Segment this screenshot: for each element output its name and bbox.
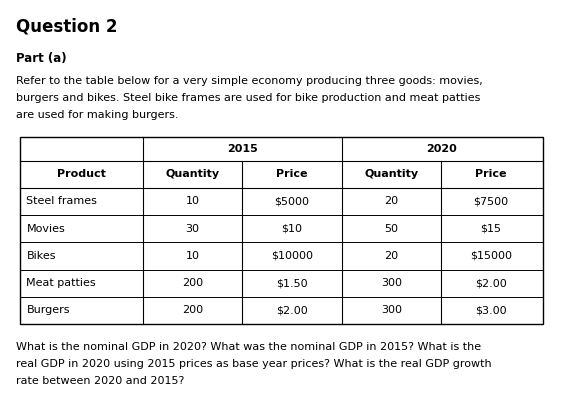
- Text: $1.50: $1.50: [276, 278, 308, 288]
- Text: Movies: Movies: [26, 224, 65, 234]
- Text: 300: 300: [381, 305, 402, 316]
- Text: $10: $10: [282, 224, 302, 234]
- Text: 50: 50: [385, 224, 399, 234]
- Text: 200: 200: [182, 278, 203, 288]
- Text: are used for making burgers.: are used for making burgers.: [16, 110, 178, 120]
- Text: 300: 300: [381, 278, 402, 288]
- Text: 200: 200: [182, 305, 203, 316]
- Text: Quantity: Quantity: [166, 169, 220, 179]
- Text: burgers and bikes. Steel bike frames are used for bike production and meat patti: burgers and bikes. Steel bike frames are…: [16, 93, 480, 103]
- Text: Question 2: Question 2: [16, 18, 117, 36]
- Text: $10000: $10000: [271, 251, 313, 261]
- Text: Product: Product: [57, 169, 106, 179]
- Text: $2.00: $2.00: [475, 278, 507, 288]
- Text: Price: Price: [276, 169, 308, 179]
- Text: Quantity: Quantity: [364, 169, 418, 179]
- Text: Meat patties: Meat patties: [26, 278, 96, 288]
- Text: Refer to the table below for a very simple economy producing three goods: movies: Refer to the table below for a very simp…: [16, 76, 482, 86]
- Text: 10: 10: [185, 251, 199, 261]
- Text: rate between 2020 and 2015?: rate between 2020 and 2015?: [16, 376, 184, 386]
- Text: What is the nominal GDP in 2020? What was the nominal GDP in 2015? What is the: What is the nominal GDP in 2020? What wa…: [16, 342, 481, 352]
- Text: real GDP in 2020 using 2015 prices as base year prices? What is the real GDP gro: real GDP in 2020 using 2015 prices as ba…: [16, 359, 491, 369]
- Text: Steel frames: Steel frames: [26, 196, 97, 207]
- Text: 2020: 2020: [426, 144, 457, 154]
- Text: 20: 20: [385, 196, 399, 207]
- Text: 20: 20: [385, 251, 399, 261]
- Text: Part (a): Part (a): [16, 52, 66, 65]
- Text: $5000: $5000: [275, 196, 310, 207]
- Text: $15000: $15000: [470, 251, 512, 261]
- Text: $2.00: $2.00: [276, 305, 308, 316]
- Text: $7500: $7500: [473, 196, 508, 207]
- Text: $15: $15: [480, 224, 502, 234]
- Text: 30: 30: [185, 224, 199, 234]
- Text: 10: 10: [185, 196, 199, 207]
- Text: Bikes: Bikes: [26, 251, 56, 261]
- Text: $3.00: $3.00: [475, 305, 507, 316]
- Text: Burgers: Burgers: [26, 305, 70, 316]
- Bar: [20, 137, 543, 324]
- Text: 2015: 2015: [227, 144, 258, 154]
- Text: Price: Price: [475, 169, 507, 179]
